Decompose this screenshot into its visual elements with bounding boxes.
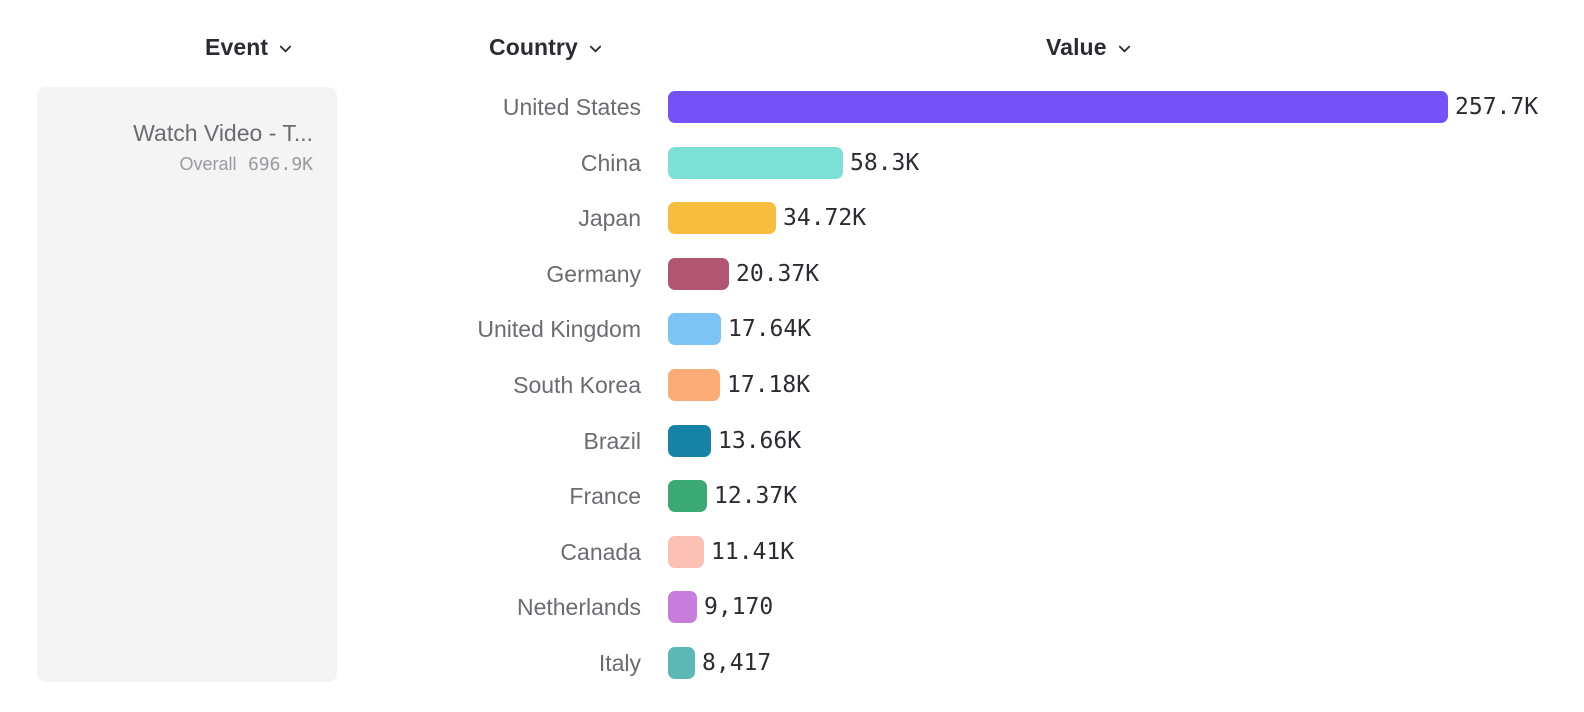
- bar-value-label: 12.37K: [714, 483, 798, 510]
- bar-value-label: 11.41K: [711, 538, 795, 565]
- bar[interactable]: [668, 424, 711, 457]
- bar-row[interactable]: China 58.3K: [0, 143, 1584, 183]
- bar[interactable]: [668, 369, 720, 401]
- bar-row-category-label: United Kingdom: [477, 316, 641, 343]
- event-card-overall-label: Overall: [179, 153, 237, 174]
- bar-row-value-group: 17.18K: [668, 369, 810, 401]
- bar-value-label: 20.37K: [736, 260, 820, 287]
- bar-row-value-group: 257.7K: [668, 91, 1538, 123]
- bar-row-value-group: 17.64K: [668, 313, 812, 346]
- bar-row-category-label: Italy: [598, 650, 641, 676]
- bar-row[interactable]: Italy 8,417: [0, 643, 1584, 683]
- column-header-country-label: Country: [489, 34, 578, 60]
- bar-row[interactable]: United States 257.7K: [0, 87, 1584, 127]
- bar-row[interactable]: Brazil 13.66K: [0, 421, 1584, 461]
- bar-row-category-label: South Korea: [513, 372, 641, 398]
- bar-row-category-label: France: [569, 483, 641, 510]
- column-header-country[interactable]: Country: [489, 34, 603, 61]
- bar-row[interactable]: France 12.37K: [0, 476, 1584, 516]
- bar-row[interactable]: United Kingdom 17.64K: [0, 309, 1584, 349]
- event-card-title: Watch Video - T...: [133, 120, 313, 146]
- bar-value-label: 257.7K: [1455, 94, 1539, 120]
- chevron-down-icon[interactable]: [1117, 41, 1132, 56]
- bar-value-label: 9,170: [704, 594, 774, 621]
- column-header-value-label: Value: [1046, 34, 1107, 60]
- bar-row[interactable]: Netherlands 9,170: [0, 587, 1584, 627]
- bar-row-value-group: 11.41K: [668, 535, 795, 568]
- bar-row-category-label: Netherlands: [516, 594, 641, 621]
- bar[interactable]: [668, 480, 707, 513]
- bar-row-category-label: China: [580, 149, 641, 176]
- bar-row-category-label: Japan: [578, 205, 641, 232]
- bar-value-label: 8,417: [702, 650, 772, 676]
- bar-row[interactable]: Japan 34.72K: [0, 198, 1584, 238]
- bar-value-label: 13.66K: [718, 427, 802, 454]
- bar-value-label: 17.64K: [728, 316, 812, 343]
- bar[interactable]: [668, 91, 1448, 123]
- chevron-down-icon[interactable]: [278, 41, 293, 56]
- bar[interactable]: [668, 591, 697, 624]
- bar-row-value-group: 13.66K: [668, 424, 802, 457]
- bar[interactable]: [668, 313, 721, 346]
- bar-row[interactable]: Canada 11.41K: [0, 532, 1584, 572]
- chevron-down-icon[interactable]: [588, 41, 603, 56]
- bar-value-label: 17.18K: [727, 372, 811, 398]
- bar-value-label: 58.3K: [850, 149, 920, 176]
- bar[interactable]: [668, 146, 843, 179]
- event-card-overall-value: 696.9K: [247, 153, 313, 175]
- event-card[interactable]: Watch Video - T... Overall 696.9K: [37, 87, 337, 682]
- bar-row-category-label: Germany: [546, 260, 641, 287]
- event-card-overall: Overall 696.9K: [55, 153, 314, 175]
- bar-row-value-group: 34.72K: [668, 202, 867, 235]
- bar[interactable]: [668, 535, 704, 568]
- bar-row-value-group: 12.37K: [668, 480, 798, 513]
- column-header-event[interactable]: Event: [205, 34, 293, 61]
- column-header-value[interactable]: Value: [1046, 34, 1132, 61]
- bar[interactable]: [668, 257, 729, 290]
- bar-value-label: 34.72K: [783, 205, 867, 232]
- bar-row-value-group: 9,170: [668, 591, 774, 624]
- column-header-event-label: Event: [205, 34, 269, 60]
- bar-row-value-group: 20.37K: [668, 257, 820, 290]
- bar-row-value-group: 8,417: [668, 647, 771, 679]
- bar[interactable]: [668, 202, 776, 235]
- column-header-row: Event Country Value: [0, 0, 1584, 80]
- bar-row-value-group: 58.3K: [668, 146, 920, 179]
- bar-row-category-label: Canada: [560, 538, 641, 565]
- bar-row-category-label: Brazil: [583, 427, 641, 454]
- bar-row-category-label: United States: [502, 94, 641, 120]
- country-bar-chart: United States 257.7K China 58.3K Japan 34.72K…: [0, 87, 1584, 712]
- bar-row[interactable]: South Korea 17.18K: [0, 365, 1584, 405]
- bar-row[interactable]: Germany 20.37K: [0, 254, 1584, 294]
- bar[interactable]: [668, 647, 695, 679]
